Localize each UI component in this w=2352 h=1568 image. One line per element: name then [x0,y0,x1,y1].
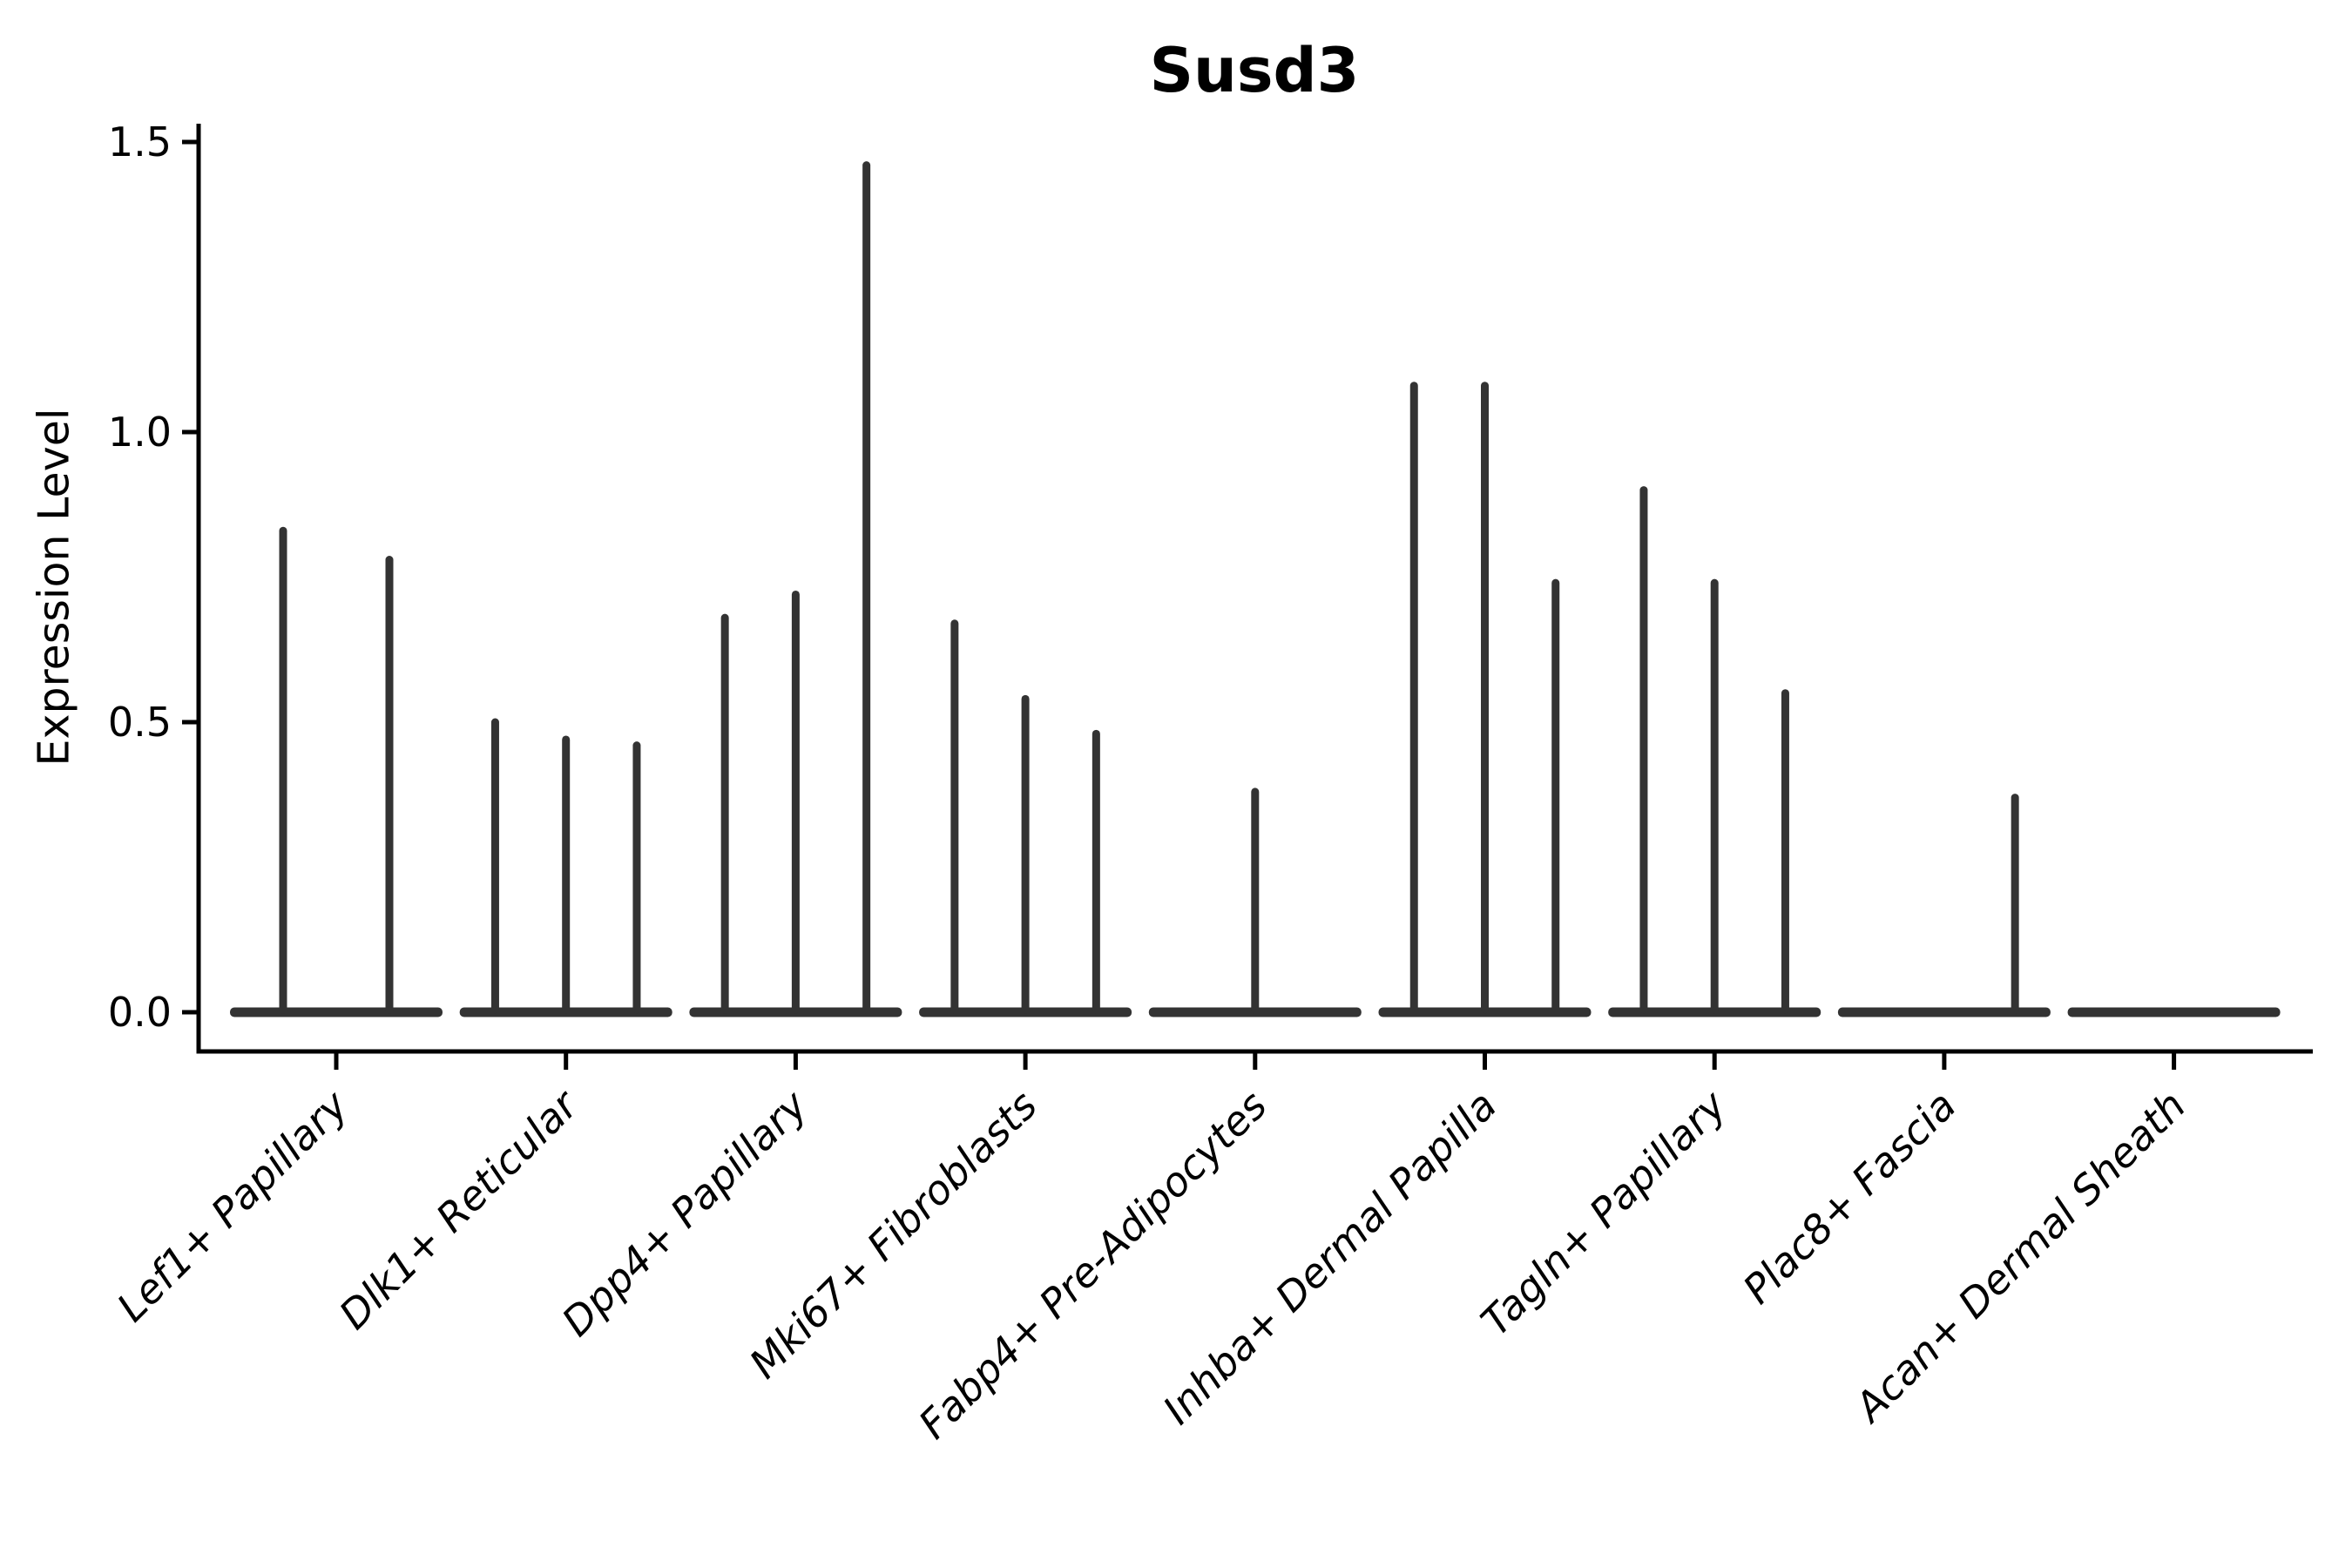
chart-title: Susd3 [1149,35,1360,106]
violin-baseline [230,1007,443,1017]
violin-baseline [1837,1007,2051,1017]
violin-baseline [2067,1007,2281,1017]
y-tick-label: 0.0 [108,989,172,1036]
x-category-label: Dlk1+ Reticular [330,1079,589,1338]
x-category-label: Plac8+ Fascia [1734,1082,1964,1313]
y-tick-label: 0.5 [108,699,172,746]
y-axis-label: Expression Level [29,408,79,767]
y-tick-label: 1.5 [108,118,172,166]
x-category-label: Lef1+ Papillary [108,1081,357,1330]
y-tick-label: 1.0 [108,409,172,456]
x-category-label: Dpp4+ Papillary [553,1081,817,1345]
x-category-label: Tagln+ Papillary [1472,1081,1736,1345]
